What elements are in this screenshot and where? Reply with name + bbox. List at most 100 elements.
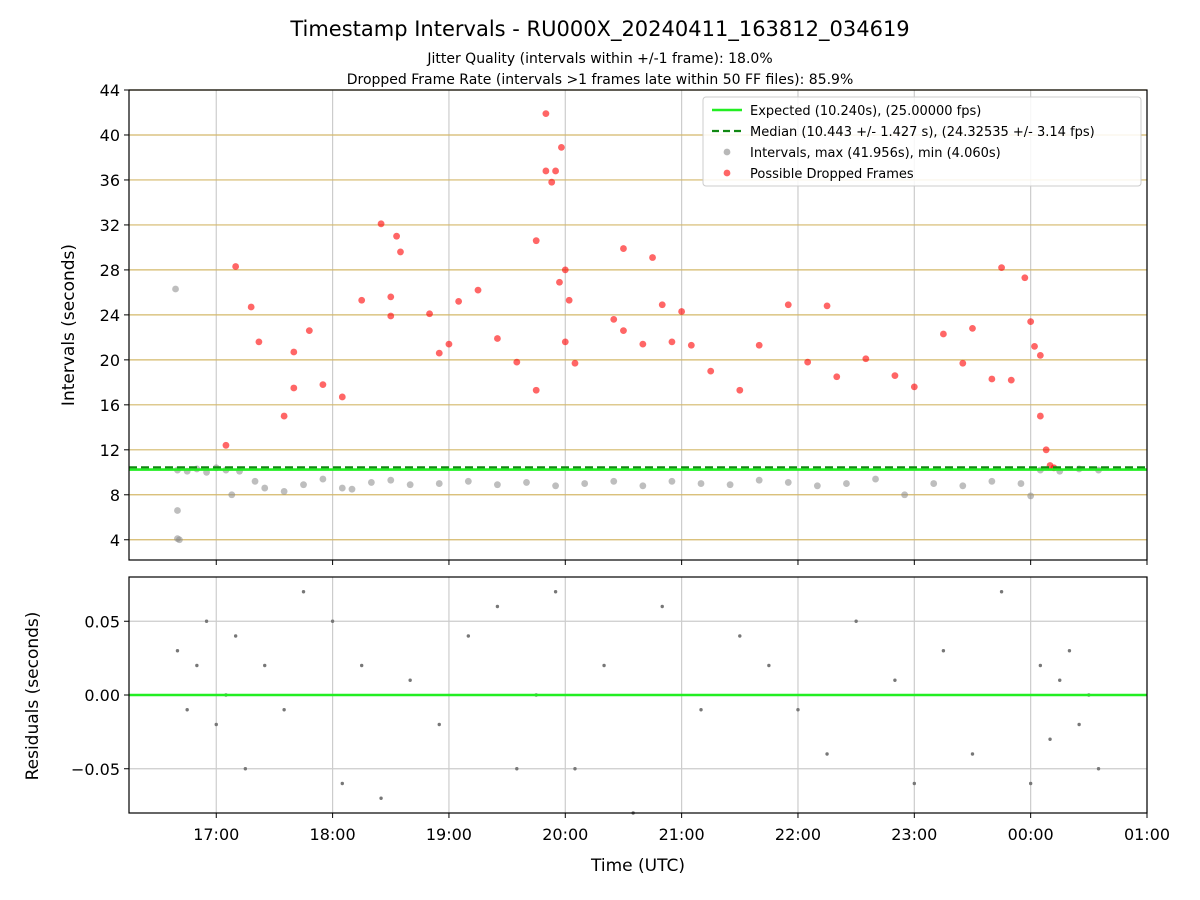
intervals-y-tick-label: 36 <box>100 171 120 190</box>
dropped-frame-point <box>1036 412 1044 420</box>
residual-point <box>825 752 829 756</box>
dropped-frame-point <box>561 266 569 274</box>
legend-entry: Intervals, max (41.956s), min (4.060s) <box>750 146 1001 161</box>
dropped-frame-point <box>552 167 559 175</box>
residual-point <box>204 619 209 623</box>
interval-point <box>552 482 559 490</box>
dropped-frame-point <box>255 338 263 346</box>
residual-point <box>1038 663 1043 668</box>
residual-point <box>1067 649 1072 653</box>
dropped-frame-point <box>649 254 656 261</box>
interval-point <box>523 479 530 486</box>
intervals-y-tick-label: 28 <box>100 261 120 280</box>
dropped-frame-point <box>620 327 627 335</box>
residual-point <box>699 708 703 712</box>
interval-point <box>901 491 909 499</box>
dropped-frame-point <box>556 278 563 286</box>
residuals-y-tick-label: 0.05 <box>84 612 120 631</box>
dropped-frame-point <box>1021 274 1029 282</box>
dropped-frame-point <box>910 383 918 391</box>
dropped-frame-point <box>290 348 298 356</box>
interval-point <box>319 475 327 483</box>
residual-point <box>233 634 238 638</box>
residual-point <box>1077 722 1081 727</box>
interval-point <box>1017 480 1025 487</box>
residual-point <box>854 619 858 623</box>
dropped-frame-point <box>532 386 540 394</box>
residual-point <box>340 781 344 786</box>
interval-point <box>639 482 647 490</box>
residual-point <box>999 590 1004 594</box>
legend-entry: Median (10.443 +/- 1.427 s), (24.32535 +… <box>750 125 1095 140</box>
dropped-frame-point <box>290 384 298 392</box>
dropped-frame-point <box>736 386 744 394</box>
interval-point <box>930 480 938 487</box>
dropped-frame-point <box>445 340 453 348</box>
interval-point <box>174 507 181 514</box>
residual-point <box>495 604 500 609</box>
dropped-frame-point <box>558 143 565 151</box>
dropped-frame-point <box>707 367 715 375</box>
dropped-frame-point <box>280 412 288 420</box>
residual-point <box>767 663 771 668</box>
residual-point <box>970 752 975 756</box>
residual-point <box>1048 737 1052 741</box>
intervals-y-tick-label: 40 <box>100 126 120 145</box>
dropped-frame-point <box>494 335 501 342</box>
interval-point <box>784 479 792 486</box>
residual-point <box>175 649 180 653</box>
intervals-y-tick-label: 32 <box>100 216 120 235</box>
dropped-frame-point <box>377 220 385 228</box>
dropped-frame-point <box>784 301 792 309</box>
interval-point <box>228 491 236 499</box>
interval-point <box>435 480 443 487</box>
dropped-frame-point <box>305 327 313 335</box>
residual-point <box>941 649 946 653</box>
dropped-frame-point <box>426 310 433 318</box>
dropped-frame-point <box>940 330 947 338</box>
residual-point <box>243 767 248 771</box>
x-tick-label: 17:00 <box>193 825 239 844</box>
dropped-frame-point <box>513 358 521 366</box>
dropped-frame-point <box>532 237 540 245</box>
interval-point <box>172 285 179 293</box>
intervals-y-tick-label: 24 <box>100 306 120 325</box>
chart-title: Timestamp Intervals - RU000X_20240411_16… <box>289 17 909 42</box>
residual-point <box>1058 678 1062 682</box>
residual-point <box>195 663 199 668</box>
residual-point <box>912 781 917 786</box>
interval-point <box>843 480 850 487</box>
residual-point <box>282 708 286 712</box>
residual-point <box>738 634 742 638</box>
interval-point <box>494 481 501 489</box>
x-tick-label: 23:00 <box>891 825 937 844</box>
interval-point <box>464 477 472 485</box>
dropped-frame-point <box>319 381 327 388</box>
interval-point <box>387 476 395 484</box>
dropped-frame-point <box>862 355 870 363</box>
x-tick-label: 00:00 <box>1008 825 1054 844</box>
dropped-frame-point <box>755 341 763 349</box>
interval-point <box>581 480 589 487</box>
residual-point <box>301 590 306 594</box>
residual-point <box>330 619 335 623</box>
intervals-y-tick-label: 16 <box>100 396 120 415</box>
intervals-plot-frame <box>128 89 1148 561</box>
chart-subtitle-1: Jitter Quality (intervals within +/-1 fr… <box>426 51 772 67</box>
legend-dropped-swatch <box>723 169 731 177</box>
interval-point <box>406 481 414 489</box>
residual-point <box>437 722 441 727</box>
interval-point <box>726 481 734 489</box>
dropped-frame-point <box>823 302 831 310</box>
intervals-y-axis-label: Intervals (seconds) <box>59 244 79 406</box>
residual-point <box>263 663 267 668</box>
interval-point <box>348 485 356 493</box>
residual-point <box>1096 767 1101 771</box>
residual-point <box>1028 781 1033 786</box>
residual-point <box>185 708 189 712</box>
dropped-frame-point <box>1036 351 1044 359</box>
dropped-frame-point <box>474 286 482 294</box>
dropped-frame-point <box>891 372 899 379</box>
dropped-frame-point <box>387 312 395 320</box>
